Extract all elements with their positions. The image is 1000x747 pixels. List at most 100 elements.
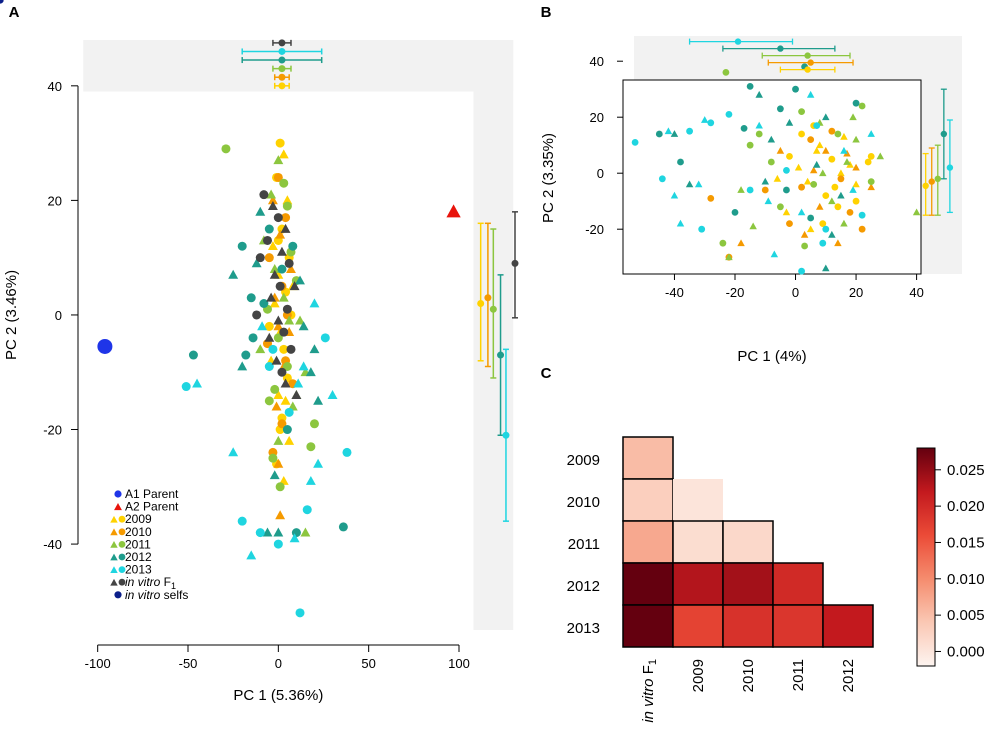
point-2011 bbox=[275, 482, 285, 492]
point-2012 bbox=[188, 350, 198, 360]
point-2011 bbox=[295, 315, 305, 325]
point-2012 bbox=[264, 224, 274, 234]
legend-marker bbox=[114, 591, 122, 599]
legend-marker bbox=[118, 541, 126, 548]
point-2013 bbox=[686, 127, 693, 135]
marginal-y-mean-2010 bbox=[928, 178, 935, 185]
marginal-x-mean-2013 bbox=[734, 38, 742, 45]
point-2013 bbox=[181, 382, 191, 392]
colorbar-tick-label: 0.015 bbox=[947, 534, 985, 551]
point-2013 bbox=[783, 167, 790, 174]
legend-label: 2009 bbox=[125, 512, 152, 526]
col-label-text: F bbox=[640, 665, 657, 678]
point-invitro_F1 bbox=[273, 213, 283, 223]
point-2012 bbox=[731, 209, 739, 216]
point-2012 bbox=[259, 298, 269, 308]
point-2013 bbox=[268, 344, 278, 354]
point-2011 bbox=[819, 169, 827, 177]
point-2009 bbox=[852, 180, 860, 188]
legend-label-italic: in vitro bbox=[125, 588, 161, 602]
point-2010 bbox=[852, 163, 860, 171]
x-tick-label: 40 bbox=[909, 285, 923, 300]
point-2011 bbox=[268, 453, 278, 463]
point-2009 bbox=[840, 132, 848, 140]
point-2012 bbox=[251, 258, 262, 268]
point-2010 bbox=[809, 166, 818, 174]
col-label-italic: in vitro bbox=[640, 678, 657, 722]
point-2012 bbox=[269, 470, 280, 480]
point-2010 bbox=[816, 202, 824, 210]
legend-label-text: 2012 bbox=[125, 550, 152, 564]
point-2013 bbox=[255, 528, 265, 538]
point-2010 bbox=[286, 263, 296, 273]
point-invitro_F1 bbox=[280, 378, 291, 388]
point-invitro_F1 bbox=[269, 269, 280, 279]
point-2013 bbox=[313, 458, 324, 468]
col-label-sub: 1 bbox=[647, 659, 659, 665]
x-axis-label: PC 1 (5.36%) bbox=[233, 687, 323, 704]
x-tick-label: -50 bbox=[179, 656, 198, 671]
point-2013 bbox=[192, 378, 202, 388]
point-a2-parent bbox=[446, 204, 461, 218]
legend-marker bbox=[118, 578, 126, 586]
point-2011 bbox=[828, 197, 836, 205]
point-2012 bbox=[255, 206, 266, 216]
heatmap-cell bbox=[722, 604, 774, 648]
point-2011 bbox=[306, 442, 316, 452]
point-2011 bbox=[912, 208, 921, 216]
y-axis-label: PC 2 (3.35%) bbox=[540, 133, 557, 223]
legend-marker bbox=[110, 541, 118, 548]
col-label-text: 2010 bbox=[740, 659, 757, 692]
point-2012 bbox=[282, 425, 292, 435]
colorbar-tick-label: 0.000 bbox=[947, 643, 985, 660]
legend-label: in vitro selfs bbox=[125, 588, 188, 602]
point-2012 bbox=[313, 395, 324, 405]
point-2010 bbox=[275, 510, 286, 520]
point-2013 bbox=[849, 186, 857, 193]
legend-marker bbox=[110, 566, 118, 574]
point-selfs bbox=[0, 0, 4, 4]
point-2009 bbox=[852, 197, 860, 205]
point-2013 bbox=[293, 378, 304, 388]
legend-marker bbox=[118, 553, 126, 561]
heatmap-cell bbox=[772, 562, 824, 606]
colorbar-tick-label: 0.005 bbox=[947, 607, 985, 624]
legend-marker bbox=[110, 515, 118, 523]
legend-label: A2 Parent bbox=[125, 500, 179, 514]
point-2013 bbox=[295, 608, 305, 618]
heatmap-cell bbox=[622, 436, 674, 480]
y-tick-label: 20 bbox=[48, 193, 62, 208]
point-2010 bbox=[834, 239, 842, 247]
marginal-y-mean-2011 bbox=[489, 305, 497, 313]
point-2012 bbox=[670, 130, 679, 137]
point-2009 bbox=[806, 225, 815, 233]
point-2013 bbox=[664, 127, 673, 135]
x-tick-label: 0 bbox=[792, 285, 799, 300]
point-2012 bbox=[277, 264, 287, 274]
point-2011 bbox=[746, 141, 754, 149]
heatmap-cell bbox=[672, 604, 724, 648]
point-2010 bbox=[786, 220, 793, 228]
point-2012 bbox=[246, 293, 256, 303]
point-2013 bbox=[305, 475, 316, 485]
marginal-y-mean-invitro_F1 bbox=[511, 259, 519, 267]
point-invitro_F1 bbox=[284, 258, 294, 268]
point-2012 bbox=[761, 177, 769, 185]
point-2011 bbox=[767, 158, 775, 166]
point-2012 bbox=[852, 99, 860, 107]
point-2009 bbox=[819, 220, 827, 228]
point-2013 bbox=[289, 533, 300, 543]
point-2009 bbox=[273, 390, 284, 399]
point-invitro_F1 bbox=[289, 281, 300, 291]
legend-marker bbox=[118, 566, 126, 573]
x-tick-label: 0 bbox=[275, 656, 282, 671]
point-2011 bbox=[278, 292, 289, 302]
marginal-x-mean-2009 bbox=[278, 82, 286, 90]
colorbar-tick-label: 0.010 bbox=[947, 571, 985, 588]
marginal-y-zone bbox=[921, 36, 962, 274]
point-2013 bbox=[797, 208, 806, 216]
point-2010 bbox=[858, 225, 866, 233]
legend-label: A1 Parent bbox=[125, 487, 179, 501]
legend-label-text: 2010 bbox=[125, 525, 152, 539]
